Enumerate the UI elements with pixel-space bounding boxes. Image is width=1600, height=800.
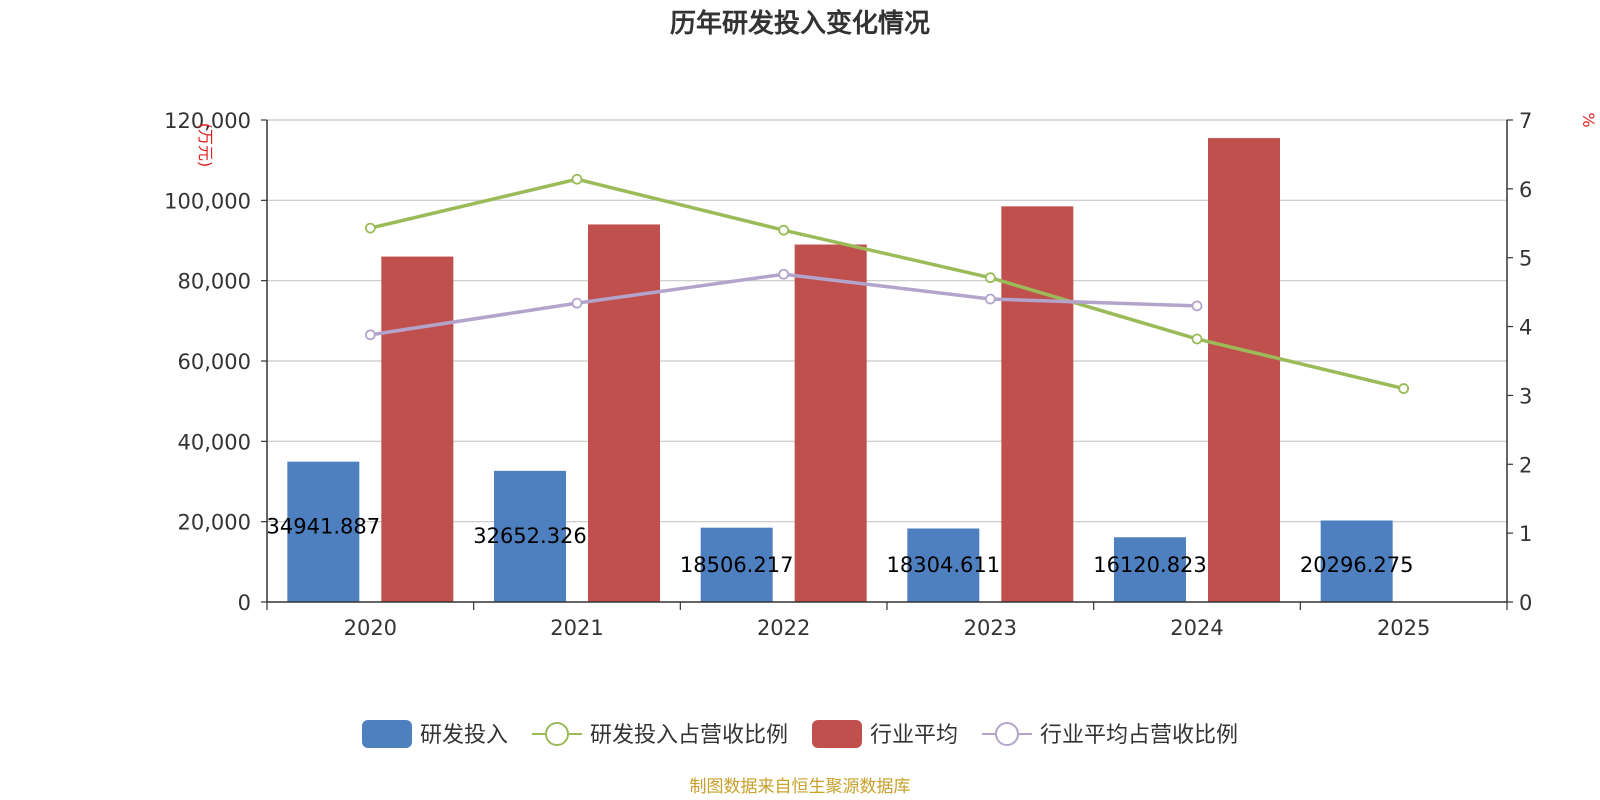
data-label: 20296.275 [1300, 553, 1414, 577]
legend-marker [362, 720, 412, 748]
left-axis-tick-label: 0 [238, 591, 251, 615]
data-labels-layer: 34941.887 32652.326 18506.217 18304.611 1612… [267, 515, 1414, 577]
left-axis-unit: (万元) [196, 123, 215, 168]
left-axis-tick-label: 100,000 [164, 189, 251, 213]
line-point [778, 224, 790, 236]
line-point [571, 173, 583, 185]
legend-label: 行业平均 [870, 723, 958, 748]
right-axis-tick-label: 3 [1519, 384, 1532, 408]
bar [287, 461, 360, 602]
legend-label: 研发投入 [420, 723, 508, 748]
right-axis-tick-label: 5 [1519, 247, 1532, 271]
source-note: 制图数据来自恒生聚源数据库 [690, 777, 911, 797]
line-point [1191, 333, 1203, 345]
bar [494, 470, 566, 602]
series-line [369, 177, 1405, 391]
bars-layer [287, 138, 1393, 602]
bar [1001, 206, 1074, 602]
axes-layer: 0 20,000 40,000 60,000 80,000 100,000 120,000 0… [164, 109, 1532, 640]
left-axis-tick-label: 20,000 [178, 511, 251, 535]
right-axis-tick-label: 0 [1519, 591, 1532, 615]
bar [1208, 138, 1280, 602]
lines-layer [364, 173, 1410, 394]
line-point [364, 329, 376, 341]
legend-label: 行业平均占营收比例 [1040, 723, 1238, 748]
x-axis-tick-label: 2020 [344, 616, 397, 640]
left-axis-tick-label: 120,000 [164, 109, 251, 133]
data-label: 18506.217 [680, 553, 794, 577]
data-label: 34941.887 [267, 515, 381, 539]
left-axis-tick-label: 40,000 [178, 430, 251, 454]
x-axis-tick-label: 2025 [1377, 616, 1430, 640]
data-label: 32652.326 [473, 524, 587, 548]
line-point [984, 293, 996, 305]
bar [907, 528, 980, 602]
x-axis-tick-label: 2024 [1170, 616, 1223, 640]
data-label: 16120.823 [1093, 553, 1207, 577]
bar [1320, 520, 1393, 602]
legend-label: 研发投入占营收比例 [590, 723, 788, 748]
line-point [778, 268, 790, 280]
right-axis-tick-label: 1 [1519, 522, 1532, 546]
right-axis-tick-label: 7 [1519, 109, 1532, 133]
legend-marker [812, 720, 862, 748]
grid-lines [267, 119, 1507, 523]
legend: 研发投入 研发投入占营收比例 行业平均 行业平均占营收比例 [362, 720, 1238, 748]
bar [588, 224, 660, 602]
left-axis-tick-label: 80,000 [178, 270, 251, 294]
line-point [1191, 300, 1203, 312]
chart-title: 历年研发投入变化情况 [670, 8, 930, 39]
data-label: 18304.611 [887, 553, 1001, 577]
x-axis-tick-label: 2022 [757, 616, 810, 640]
x-axis-tick-label: 2021 [550, 616, 603, 640]
legend-marker-point [545, 722, 569, 746]
legend-marker-point [995, 722, 1019, 746]
right-axis-tick-label: 4 [1519, 316, 1532, 340]
bar [794, 244, 867, 602]
bar [1114, 537, 1186, 602]
line-point [571, 297, 583, 309]
right-axis-unit: % [1579, 112, 1598, 127]
x-axis-tick-label: 2023 [964, 616, 1017, 640]
left-axis-tick-label: 60,000 [178, 350, 251, 374]
bar [700, 527, 773, 602]
line-point [984, 272, 996, 284]
right-axis-tick-label: 6 [1519, 178, 1532, 202]
line-point [364, 222, 376, 234]
line-point [1398, 383, 1410, 394]
right-axis-tick-label: 2 [1519, 453, 1532, 477]
bar [381, 256, 454, 602]
